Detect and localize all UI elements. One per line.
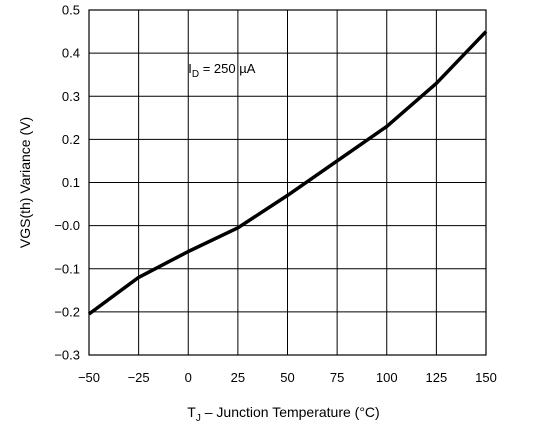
grid [88,9,487,356]
annotation-rest: = 250 µA [199,61,256,76]
x-tick-label: 100 [376,370,398,385]
series-line [87,30,488,316]
x-tick-label: 150 [475,370,497,385]
x-tick-label: −25 [128,370,150,385]
x-tick-label: 75 [330,370,344,385]
x-tick-label: 25 [231,370,245,385]
x-tick-label: 125 [426,370,448,385]
series-group [87,30,488,316]
y-tick-label: 0.4 [62,46,80,61]
x-tick-label: 50 [280,370,294,385]
y-tick-label: 0.5 [62,3,80,18]
y-tick-label: −0.1 [54,261,80,276]
annotation-main: I [188,61,192,76]
x-tick-labels: −50 −25 0 25 50 75 100 125 150 [78,370,497,385]
y-axis-label: VGS(th) Variance (V) [17,117,33,248]
x-tick-label: −50 [78,370,100,385]
y-tick-label: 0.3 [62,89,80,104]
plot-frame [88,9,487,356]
y-tick-label: 0.2 [62,132,80,147]
x-tick-label: 0 [185,370,192,385]
y-tick-label: −0.2 [54,304,80,319]
x-axis-label-rest: – Junction Temperature (°C) [201,404,380,420]
y-tick-label: −0.3 [54,348,80,363]
y-tick-label: 0.1 [62,175,80,190]
annotation-id-current: ID = 250 µA [188,61,255,80]
x-axis-label: TJ – Junction Temperature (°C) [187,404,379,424]
y-tick-label: −0.0 [54,218,80,233]
x-axis-label-sub: J [196,413,201,424]
x-axis-label-main: T [187,404,196,420]
y-tick-labels: −0.3 −0.2 −0.1 −0.0 0.1 0.2 0.3 0.4 0.5 [54,3,80,363]
annotation-sub: D [192,69,199,80]
